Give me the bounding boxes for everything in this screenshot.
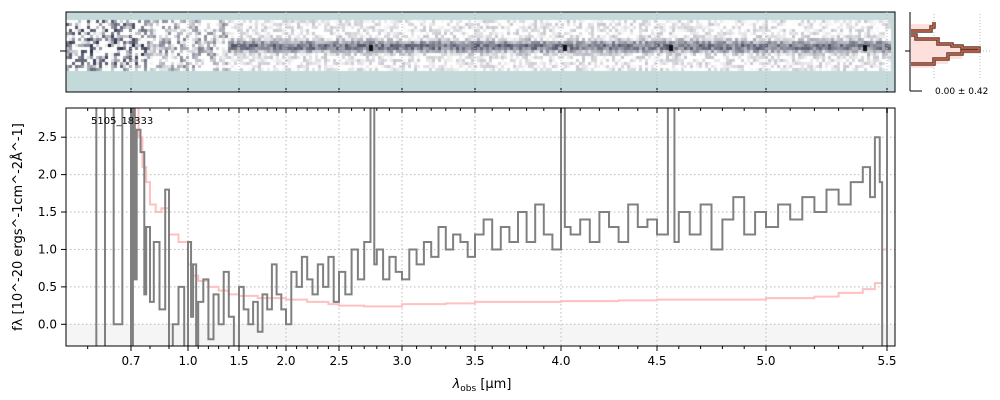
main-plot: 0.7 1.0 1.5 2.0 2.5 3.0 3.5 4.0 4.5 5.0 5.5 0.0 0.5… — [10, 107, 897, 394]
x-tick-label: 4.0 — [551, 354, 570, 368]
y-axis-label: fλ [10^-20 ergs^-1cm^-2Å^-1] — [10, 123, 26, 331]
y-tick-label: 1.5 — [38, 205, 57, 219]
x-axis-label: λobs [μm] — [452, 377, 512, 394]
x-tick-label: 5.5 — [877, 354, 896, 368]
y-axis: 0.0 0.5 1.0 1.5 2.0 2.5 — [38, 130, 66, 331]
y-tick-label: 2.5 — [38, 130, 57, 144]
y-tick-label: 0.5 — [38, 280, 57, 294]
x-tick-label: 0.7 — [121, 354, 140, 368]
x-tick-label: 2.0 — [276, 354, 295, 368]
y-tick-label: 2.0 — [38, 168, 57, 182]
profile-histogram — [905, 12, 992, 92]
x-axis: 0.7 1.0 1.5 2.0 2.5 3.0 3.5 4.0 4.5 5.0 5.5 — [87, 108, 897, 368]
plot-frame — [65, 107, 896, 347]
2d-panel-frame — [65, 11, 896, 93]
2d-spectrum-image — [66, 12, 895, 92]
y-tick-label: 0.0 — [38, 317, 57, 331]
error-spectrum-line — [134, 108, 890, 308]
x-tick-label: 5.0 — [756, 354, 775, 368]
x-tick-label: 1.0 — [178, 354, 197, 368]
y-tick-label: 1.0 — [38, 242, 57, 256]
x-tick-label: 2.5 — [329, 354, 348, 368]
x-tick-label: 3.5 — [465, 354, 484, 368]
x-tick-label: 3.0 — [392, 354, 411, 368]
object-id-label: 5105_18333 — [91, 116, 153, 127]
x-tick-label: 4.5 — [647, 354, 666, 368]
profile-stat-label: 0.00 ± 0.42 — [935, 87, 988, 97]
2d-panel-ticks — [130, 12, 888, 92]
x-tick-label: 1.5 — [229, 354, 248, 368]
negative-region-shading — [66, 324, 895, 346]
flux-spectrum-line — [95, 108, 888, 346]
